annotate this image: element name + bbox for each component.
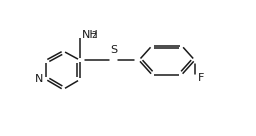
Text: NH: NH xyxy=(82,30,98,40)
Text: F: F xyxy=(198,73,204,83)
Text: N: N xyxy=(35,75,44,84)
Text: S: S xyxy=(110,45,117,55)
Text: 2: 2 xyxy=(91,31,97,40)
